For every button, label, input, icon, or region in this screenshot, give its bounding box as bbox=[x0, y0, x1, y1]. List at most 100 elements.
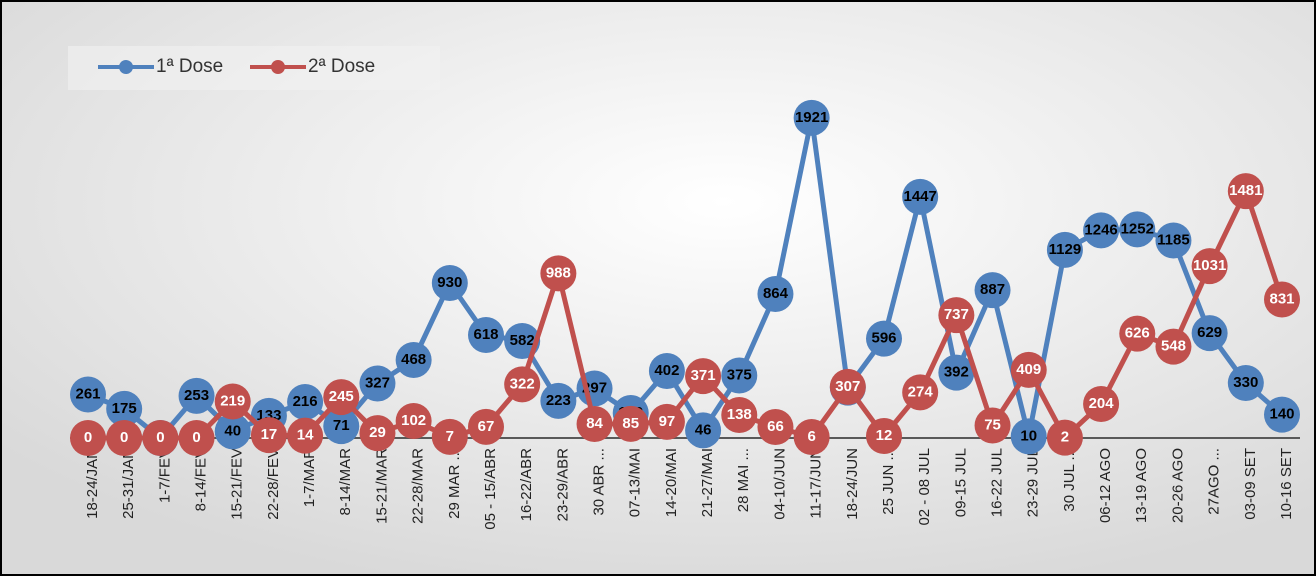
data-label: 71 bbox=[333, 417, 350, 434]
data-label: 327 bbox=[365, 374, 390, 391]
data-point bbox=[612, 405, 649, 442]
data-label: 402 bbox=[654, 362, 679, 379]
x-tick-label: 20-26 AGO bbox=[1169, 448, 1186, 523]
data-label: 0 bbox=[84, 429, 92, 446]
x-tick-label: 23-29/ABR bbox=[554, 448, 571, 522]
data-point bbox=[793, 99, 830, 136]
legend-label: 1ª Dose bbox=[156, 56, 223, 77]
data-point bbox=[395, 403, 432, 439]
data-label: 629 bbox=[1197, 324, 1222, 341]
data-point bbox=[1191, 315, 1228, 352]
data-point bbox=[178, 420, 215, 456]
data-label: 97 bbox=[659, 413, 676, 430]
x-tick-label: 21-27/MAI bbox=[699, 448, 716, 517]
x-tick-label: 25 JUN ... bbox=[880, 448, 897, 515]
x-tick-label: 18-24/JAN bbox=[84, 448, 101, 519]
x-tick-label: 1-7/FEV bbox=[156, 448, 173, 503]
data-label: 596 bbox=[871, 330, 896, 347]
data-label: 102 bbox=[401, 412, 426, 429]
data-point bbox=[829, 368, 866, 405]
data-point bbox=[359, 365, 396, 402]
data-label: 66 bbox=[767, 418, 784, 435]
data-label: 2 bbox=[1061, 429, 1069, 446]
data-label: 307 bbox=[835, 378, 860, 395]
data-point bbox=[431, 418, 468, 455]
data-point bbox=[395, 342, 432, 378]
data-label: 0 bbox=[192, 429, 200, 446]
x-tick-label: 30 ABR ... bbox=[591, 448, 608, 516]
data-point bbox=[106, 420, 143, 456]
data-point bbox=[721, 357, 758, 394]
data-label: 1447 bbox=[903, 188, 936, 205]
data-label: 887 bbox=[980, 281, 1005, 298]
data-point bbox=[974, 407, 1011, 444]
legend-marker bbox=[271, 60, 285, 74]
data-point bbox=[468, 408, 504, 445]
data-label: 1252 bbox=[1121, 220, 1154, 237]
x-tick-label: 04-10/JUN bbox=[771, 448, 788, 520]
data-label: 84 bbox=[586, 415, 603, 432]
data-point bbox=[504, 366, 541, 403]
data-label: 582 bbox=[510, 332, 535, 349]
data-label: 618 bbox=[473, 326, 498, 343]
data-point bbox=[648, 403, 685, 440]
data-point bbox=[1264, 281, 1300, 318]
x-tick-label: 16-22/ABR bbox=[518, 448, 535, 522]
x-tick-label: 28 MAI ... bbox=[735, 448, 752, 512]
data-label: 17 bbox=[261, 426, 278, 443]
data-point bbox=[70, 420, 106, 456]
data-label: 138 bbox=[727, 406, 752, 423]
x-tick-label: 07-13/MAI bbox=[627, 448, 644, 517]
x-tick-label: 25-31/JAN bbox=[120, 448, 137, 519]
data-label: 831 bbox=[1269, 290, 1294, 307]
data-point bbox=[1155, 328, 1192, 365]
data-point bbox=[1191, 248, 1228, 285]
data-label: 409 bbox=[1016, 361, 1041, 378]
data-label: 85 bbox=[622, 415, 639, 432]
data-label: 253 bbox=[184, 387, 209, 404]
data-point bbox=[540, 382, 577, 419]
data-point bbox=[214, 413, 251, 450]
x-tick-label: 18-24/JUN bbox=[844, 448, 861, 520]
data-label: 140 bbox=[1269, 406, 1294, 423]
data-label: 175 bbox=[112, 400, 137, 417]
x-tick-label: 29 MAR ... bbox=[446, 448, 463, 519]
data-label: 1185 bbox=[1157, 231, 1190, 248]
data-point bbox=[576, 406, 613, 442]
data-point bbox=[793, 419, 830, 455]
data-label: 864 bbox=[763, 285, 789, 302]
data-point bbox=[468, 317, 504, 353]
data-point bbox=[974, 272, 1011, 309]
data-point bbox=[1010, 351, 1047, 388]
x-tick-label: 30 JUL ... bbox=[1061, 448, 1078, 512]
x-tick-label: 03-09 SET bbox=[1242, 448, 1259, 520]
data-point bbox=[866, 418, 902, 454]
data-point bbox=[1227, 365, 1264, 401]
data-label: 1031 bbox=[1193, 257, 1226, 274]
data-point bbox=[1046, 419, 1083, 456]
x-tick-label: 22-28/FEV bbox=[265, 448, 282, 520]
data-point bbox=[1155, 222, 1192, 259]
data-label: 330 bbox=[1233, 374, 1258, 391]
data-point bbox=[938, 297, 975, 334]
data-label: 14 bbox=[297, 427, 314, 444]
x-tick-label: 22-28/MAR bbox=[410, 448, 427, 524]
x-tick-label: 27AGO ... bbox=[1206, 448, 1223, 515]
x-tick-label: 13-19 AGO bbox=[1133, 448, 1150, 523]
data-point bbox=[902, 374, 939, 411]
data-point bbox=[178, 377, 215, 414]
data-point bbox=[1264, 396, 1300, 433]
data-point bbox=[287, 384, 324, 420]
data-label: 392 bbox=[944, 364, 969, 381]
data-label: 216 bbox=[293, 393, 318, 410]
x-tick-label: 8-14/FEV bbox=[193, 448, 210, 511]
data-point bbox=[323, 379, 360, 416]
data-point bbox=[214, 383, 251, 420]
x-tick-label: 23-29 JUL bbox=[1025, 448, 1042, 517]
data-label: 371 bbox=[691, 367, 716, 384]
data-point bbox=[648, 353, 685, 389]
data-point bbox=[938, 354, 975, 391]
data-point bbox=[902, 178, 939, 215]
